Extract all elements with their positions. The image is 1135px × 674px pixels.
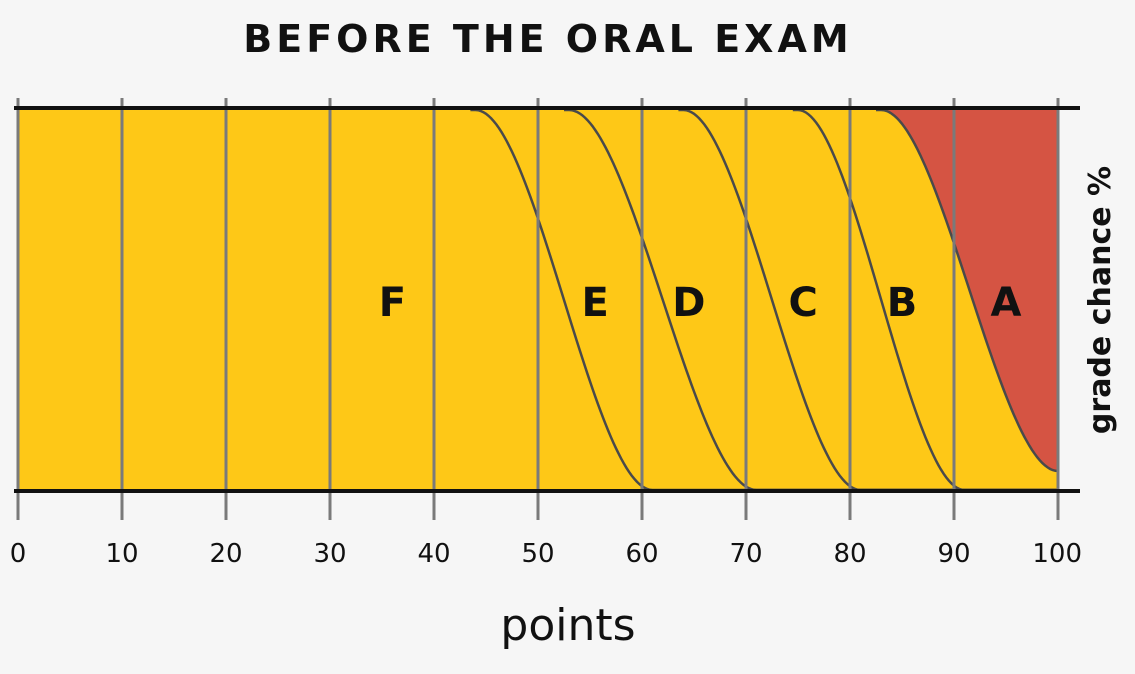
x-tick-label: 100 — [1032, 539, 1082, 569]
y-axis-title: grade chance % — [1083, 166, 1118, 434]
band-label-b: B — [887, 280, 918, 326]
x-tick-label: 20 — [209, 539, 242, 569]
x-tick-label: 90 — [937, 539, 970, 569]
band-label-c: C — [789, 280, 818, 326]
band-label-e: E — [582, 280, 609, 326]
x-tick-label: 70 — [729, 539, 762, 569]
x-tick-label: 80 — [833, 539, 866, 569]
x-tick-labels: 0 10 20 30 40 50 60 70 80 90 100 — [10, 539, 1082, 569]
band-label-f: F — [379, 280, 406, 326]
x-tick-label: 40 — [417, 539, 450, 569]
x-tick-label: 0 — [10, 539, 27, 569]
x-tick-label: 30 — [313, 539, 346, 569]
gridlines — [16, 98, 1060, 520]
plot-frame — [14, 106, 1080, 493]
boundary-line — [876, 108, 1059, 473]
band-label-d: D — [672, 280, 705, 326]
x-tick-label: 10 — [105, 539, 138, 569]
x-axis-title: points — [500, 600, 635, 651]
chart-title: BEFORE THE ORAL EXAM — [243, 17, 852, 61]
x-tick-label: 50 — [521, 539, 554, 569]
x-tick-label: 60 — [625, 539, 658, 569]
band-label-a: A — [991, 280, 1022, 326]
